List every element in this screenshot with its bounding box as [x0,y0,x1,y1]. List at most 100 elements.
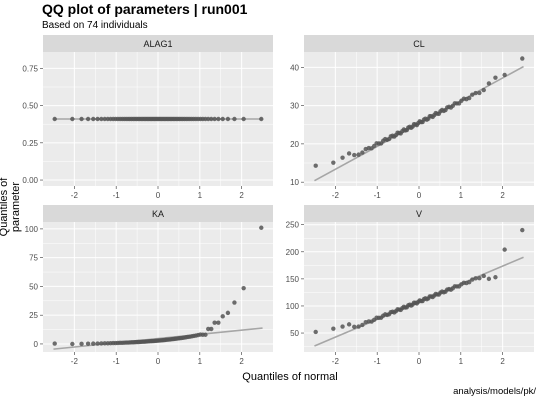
data-point [360,322,365,328]
data-point [212,116,217,122]
data-point [356,324,361,329]
data-point [477,275,482,281]
caption: analysis/models/pk/ [453,386,536,397]
data-point [346,151,352,156]
data-point [203,332,208,337]
data-point [352,152,357,158]
data-point [216,116,221,122]
data-point [259,225,264,230]
data-point [502,247,507,252]
y-tick-label: 0.25 [22,139,38,148]
data-point [470,277,475,282]
facet-strip [43,205,273,222]
data-point [52,116,57,122]
y-tick-label: 25 [29,311,38,320]
data-point [206,116,211,122]
data-point [473,90,478,96]
data-point [95,116,100,122]
facet-strip [43,35,273,52]
data-point [486,81,492,86]
data-point [356,152,361,157]
y-tick-label: 100 [25,225,39,234]
x-tick-label: 1 [198,191,203,200]
facet-strip-label: V [416,209,422,219]
data-point [241,116,246,122]
x-axis-label: Quantiles of normal [242,371,338,383]
x-tick-label: -2 [332,357,340,366]
y-tick-label: 30 [290,102,299,111]
x-tick-label: -2 [332,191,340,200]
data-point [91,341,96,346]
data-point [477,90,482,96]
x-tick-label: -2 [71,191,79,200]
data-point [95,341,100,346]
x-tick-label: 0 [156,357,161,366]
data-point [220,116,225,122]
data-point [209,326,214,332]
x-tick-label: 2 [239,191,244,200]
y-tick-label: 100 [286,302,300,311]
facet-strip-label: KA [152,209,164,219]
data-point [79,116,84,122]
y-tick-label: 50 [29,282,38,291]
data-point [481,273,486,279]
facet-strip-label: ALAG1 [143,39,172,49]
data-point [99,116,104,122]
data-point [206,326,211,332]
y-tick-label: 20 [290,140,299,149]
data-point [493,275,498,280]
y-tick-label: 250 [286,221,300,230]
facet-strip-label: CL [413,39,425,49]
x-tick-label: -1 [374,191,382,200]
data-point [91,116,96,122]
data-point [520,56,525,61]
x-tick-label: 0 [417,357,422,366]
x-tick-label: -1 [113,191,121,200]
panel-cl: CL -2 -1 0 1 2 10 20 30 40 [290,35,534,200]
x-tick-label: 1 [459,191,464,200]
data-point [502,72,507,78]
chart-subtitle: Based on 74 individuals [42,20,148,31]
data-point [346,322,352,327]
data-point [473,276,478,281]
data-point [340,155,345,160]
data-point [232,300,237,305]
data-point [493,75,498,80]
panel-ka: KA -2 -1 0 1 2 0 25 50 75 100 [25,205,273,366]
data-point [85,116,91,122]
x-tick-label: 1 [459,357,464,366]
x-tick-label: 0 [156,191,161,200]
y-tick-label: 40 [290,63,299,72]
data-point [216,320,221,325]
data-point [313,163,318,168]
data-point [486,276,492,282]
facet-strip [304,205,534,222]
data-point [225,310,231,316]
data-point [79,341,84,347]
y-axis-label: Quantiles of parameter [0,177,22,237]
data-point [360,150,365,155]
x-tick-label: 2 [239,357,244,366]
y-tick-label: 0 [34,340,39,349]
x-tick-label: 0 [417,191,422,200]
data-point [220,314,225,319]
x-tick-label: -1 [113,357,121,366]
y-tick-label: 0.50 [22,102,38,111]
data-point [340,324,345,329]
data-point [313,329,318,335]
data-point [259,116,264,122]
data-point [481,87,486,93]
data-point [70,116,75,122]
data-point [331,326,336,331]
data-point [70,341,75,347]
y-tick-label: 150 [286,275,300,284]
data-point [99,341,104,346]
data-point [470,92,475,97]
y-tick-label: 50 [290,329,299,338]
y-tick-label: 10 [290,178,299,187]
x-tick-label: 1 [198,357,203,366]
data-point [225,116,231,122]
